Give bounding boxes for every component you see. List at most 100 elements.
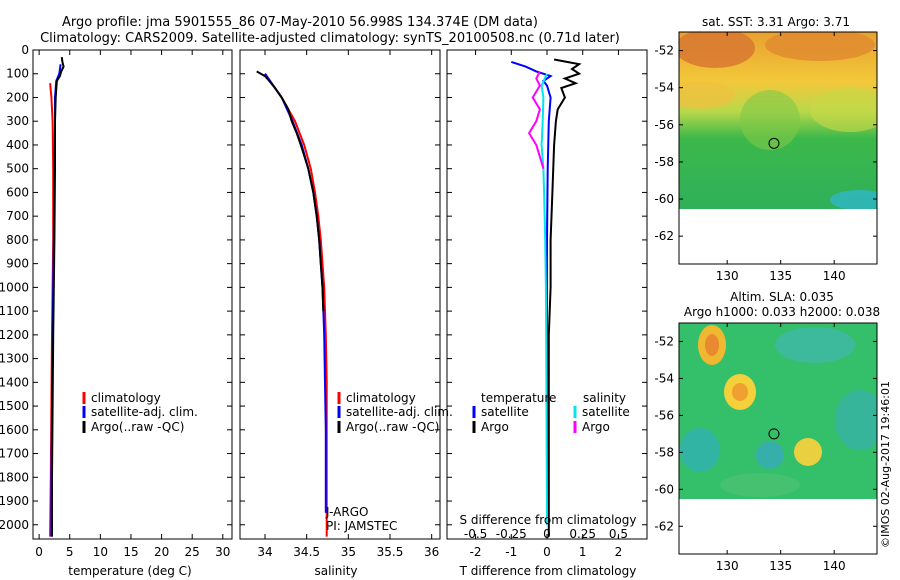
legend-satellite: satellite-adj. clim. [346,405,453,419]
salinity-plot-frame [239,49,441,540]
series-line-s-argo [527,70,545,169]
sla-map-frame [678,322,878,555]
lon-tick-label: 130 [716,559,739,573]
figure-title-line2: Climatology: CARS2009. Satellite-adjuste… [40,31,620,46]
salinity-panel: 34 34.5 35 35.5 36 salinity climatology sate… [239,49,453,578]
sla-map-axes: -52 -54 -56 -58 -60 -62 130 135 140 [654,323,877,573]
x-tick-label: 35.5 [377,545,404,559]
depth-tick-label: 700 [6,209,29,223]
legend-header-salinity: salinity [583,391,626,405]
temperature-legend: climatology satellite-adj. clim. Argo(..… [82,391,198,434]
legend-header-temperature: temperature [481,391,556,405]
salinity-axis: 34 34.5 35 35.5 36 [257,50,439,559]
lat-tick-label: -58 [654,155,674,169]
x-tick-label: -1 [505,545,517,559]
lat-tick-label: -54 [654,371,674,385]
legend-climatology: climatology [91,391,161,405]
x-tick-label: -2 [470,545,482,559]
sst-map-axes: -52 -54 -56 -58 -60 -62 130 135 140 [654,32,877,283]
x-tick-label: 20 [154,545,169,559]
lon-tick-label: 135 [769,559,792,573]
legend-s-argo: Argo [582,420,610,434]
depth-tick-label: 100 [6,67,29,81]
s-difference-tick-labels: -0.5 -0.25 0 0.25 0.5 [464,527,628,541]
lon-tick-label: 130 [716,269,739,283]
x-tick-label: 0 [543,545,551,559]
pi-note: PI: JAMSTEC [326,519,397,533]
legend-s-satellite: satellite [582,405,630,419]
lat-tick-label: -56 [654,118,674,132]
depth-tick-label: 1000 [0,280,29,294]
s-difference-label: S difference from climatology [460,513,637,527]
s-tick-label: 0 [543,527,551,541]
series-line-climatology [264,73,328,537]
lat-tick-label: -62 [654,229,674,243]
imos-timestamp: ©IMOS 02-Aug-2017 19:46:01 [879,381,892,548]
series-line-s-satellite [540,73,548,525]
depth-tick-label: 500 [6,162,29,176]
x-tick-label: 34.5 [293,545,320,559]
lon-tick-label: 135 [769,269,792,283]
legend-t-satellite: satellite [481,405,529,419]
lat-tick-label: -54 [654,81,674,95]
legend-argo: Argo(..raw -QC) [91,420,184,434]
series-line-satellite-adj-clim- [264,73,327,513]
x-tick-label: 15 [123,545,138,559]
x-tick-label: 5 [66,545,74,559]
depth-tick-label: 200 [6,90,29,104]
sst-argo-location-marker [768,137,780,149]
difference-panel: -2 -1 0 1 2 S difference from climatology -0… [446,49,648,578]
sst-map-frame [678,31,878,265]
figure-title-line1: Argo profile: jma 5901555_86 07-May-2010… [62,15,538,30]
lat-tick-label: -58 [654,445,674,459]
temperature-plot-frame [32,49,233,540]
difference-series [510,58,582,537]
s-tick-label: 0.5 [609,527,628,541]
program-note: J-ARGO [325,505,368,519]
temperature-series [49,56,65,537]
legend-climatology: climatology [346,391,416,405]
lat-tick-label: -60 [654,482,674,496]
depth-tick-label: 900 [6,257,29,271]
sst-heatmap [679,32,877,209]
x-tick-label: 35 [341,545,356,559]
t-difference-label: T difference from climatology [459,564,637,578]
x-tick-label: 0 [35,545,43,559]
lat-tick-label: -52 [654,334,674,348]
series-line-argo-raw-qc- [256,70,325,312]
difference-legend: temperature salinity satellite Argo sate… [472,391,630,434]
legend-argo: Argo(..raw -QC) [346,420,439,434]
depth-tick-label: 400 [6,138,29,152]
depth-tick-label: 1700 [0,447,29,461]
depth-tick-label: 1900 [0,494,29,508]
lon-tick-label: 140 [823,269,846,283]
depth-tick-label: 800 [6,233,29,247]
temperature-axis-label: temperature (deg C) [68,564,191,578]
x-tick-label: 34 [257,545,272,559]
sla-map-title: Altim. SLA: 0.035 [730,290,834,304]
depth-tick-label: 2000 [0,518,29,532]
salinity-series [256,70,328,537]
depth-tick-label: 1400 [0,375,29,389]
sla-heatmap [679,323,877,499]
legend-t-argo: Argo [481,420,509,434]
lat-tick-label: -56 [654,408,674,422]
depth-tick-label: 300 [6,114,29,128]
difference-depth-ticks [447,49,647,526]
depth-tick-label: 1500 [0,399,29,413]
sla-argo-location-marker [768,428,780,440]
difference-axis: -2 -1 0 1 2 [470,50,622,559]
depth-tick-label: 1800 [0,470,29,484]
legend-satellite: satellite-adj. clim. [91,405,198,419]
sst-map-panel: sat. SST: 3.31 Argo: 3.71 -52 -54 -56 -58 -6… [654,15,878,283]
series-line-t-argo [547,58,582,537]
salinity-legend: climatology satellite-adj. clim. Argo(..… [337,391,453,434]
x-tick-label: 36 [424,545,439,559]
sla-map-subtitle: Argo h1000: 0.033 h2000: 0.038 [684,305,880,319]
depth-axis: 0 100 200 300 400 500 600 700 800 900 1000 1100 1200… [0,43,232,532]
temperature-axis: 0 5 10 15 20 25 30 [35,50,230,559]
series-line-argo-raw-qc- [51,56,65,537]
salinity-depth-ticks [240,49,440,526]
depth-tick-label: 0 [21,43,29,57]
